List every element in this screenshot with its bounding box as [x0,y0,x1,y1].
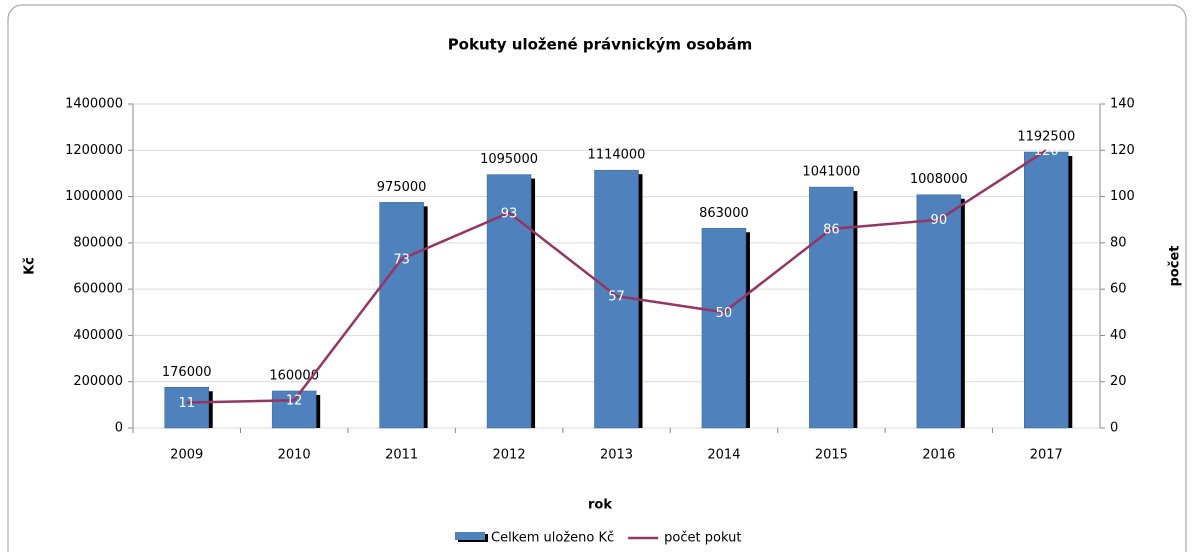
y-tick-label: 600000 [73,282,123,297]
line-value-label: 12 [286,394,303,409]
line-value-label: 120 [1034,144,1059,159]
x-tick-label: 2014 [707,448,740,463]
legend-swatch [455,532,485,540]
y2-tick-label: 120 [1110,143,1135,158]
x-tick-label: 2012 [493,448,526,463]
y-tick-label: 800000 [73,235,123,250]
bar-value-label: 1192500 [1017,130,1075,145]
y2-tick-label: 100 [1110,189,1135,204]
line-value-label: 73 [393,253,410,268]
line [186,149,1047,404]
bar [164,387,209,429]
y2-axis-label: počet [1168,246,1183,287]
line-value-label: 93 [501,206,518,221]
y2-tick-label: 60 [1110,282,1127,297]
x-tick-label: 2016 [922,448,955,463]
bar-value-label: 1114000 [588,148,646,163]
y-axis-label: Kč [23,257,38,275]
x-tick-label: 2010 [278,448,311,463]
bar [486,174,532,429]
y-tick-label: 400000 [73,328,123,343]
line-value-label: 90 [931,213,948,228]
x-axis-label: rok [588,498,612,513]
bar [1024,151,1069,429]
line-value-label: 86 [823,222,840,237]
line-value-label: 50 [716,306,733,321]
bar-value-label: 176000 [162,365,212,380]
bar-value-label: 1041000 [802,165,860,180]
y-tick-label: 1000000 [65,189,123,204]
x-tick-label: 2009 [170,448,203,463]
x-tick-label: 2017 [1030,448,1063,463]
y2-tick-label: 140 [1110,97,1135,112]
legend-label: počet pokut [664,531,741,546]
x-tick-label: 2011 [385,448,418,463]
bar-value-label: 863000 [699,206,749,221]
x-tick-label: 2015 [815,448,848,463]
chart-title: Pokuty uložené právnickým osobám [448,36,753,54]
y2-tick-label: 20 [1110,374,1127,389]
bar-value-label: 160000 [269,368,319,383]
line-value-label: 11 [178,396,195,411]
y-tick-label: 0 [115,421,123,436]
y2-tick-label: 80 [1110,235,1127,250]
y-tick-label: 1200000 [65,143,123,158]
bar [916,194,962,429]
bar-value-label: 975000 [377,180,427,195]
y2-tick-label: 40 [1110,328,1127,343]
bar [379,202,424,429]
y2-tick-label: 0 [1110,421,1118,436]
bar-value-label: 1008000 [910,172,968,187]
y-tick-label: 200000 [73,374,123,389]
legend-label: Celkem uloženo Kč [491,531,614,546]
line-value-label: 57 [608,290,625,305]
y-tick-label: 1400000 [65,97,123,112]
x-tick-label: 2013 [600,448,633,463]
bar [271,390,317,429]
bar-value-label: 1095000 [480,152,538,167]
bar [701,228,747,429]
